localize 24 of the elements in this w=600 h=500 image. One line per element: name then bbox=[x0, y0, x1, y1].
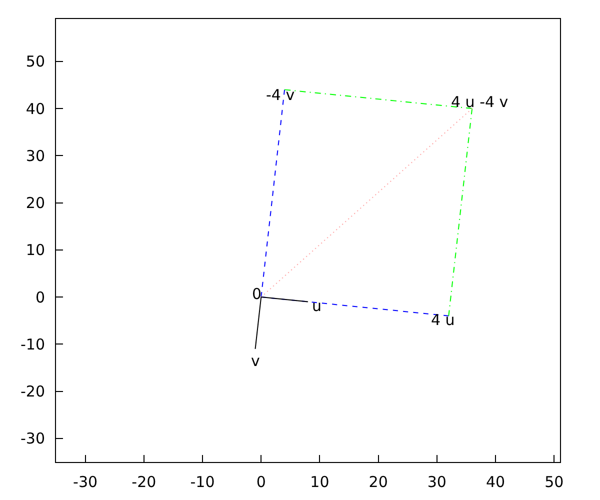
x-tick-label: -20 bbox=[132, 473, 156, 491]
x-tick-label: 40 bbox=[486, 473, 506, 491]
x-tick-label: 10 bbox=[310, 473, 330, 491]
x-tick-label: 20 bbox=[368, 473, 388, 491]
y-tick-label: 40 bbox=[26, 100, 45, 118]
y-tick-label: 0 bbox=[35, 288, 45, 306]
y-tick-label: 30 bbox=[26, 146, 45, 165]
y-tick-label: 20 bbox=[26, 194, 45, 212]
x-tick-label: 50 bbox=[544, 473, 564, 491]
annotation: v bbox=[251, 352, 260, 370]
annotation: 4 u -4 v bbox=[451, 93, 508, 111]
x-tick-label: 30 bbox=[427, 473, 446, 491]
annotation: u bbox=[312, 297, 322, 315]
annotation: 0 bbox=[252, 285, 262, 303]
y-tick-label: 10 bbox=[26, 241, 45, 260]
annotation: 4 u bbox=[431, 311, 455, 329]
x-tick-label: -30 bbox=[73, 473, 98, 491]
x-tick-label: 0 bbox=[256, 473, 266, 491]
y-tick-label: -30 bbox=[20, 430, 45, 448]
y-tick-label: -20 bbox=[20, 382, 45, 401]
y-tick-label: 50 bbox=[26, 52, 45, 71]
x-tick-label: -10 bbox=[190, 473, 215, 491]
y-tick-label: -10 bbox=[20, 335, 45, 354]
annotation: -4 v bbox=[266, 86, 295, 104]
